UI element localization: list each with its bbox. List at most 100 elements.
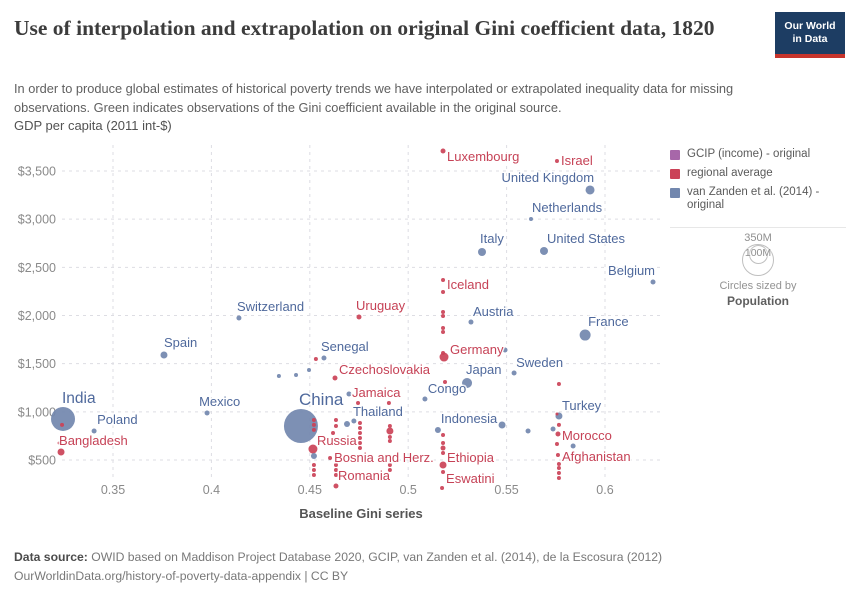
data-point[interactable] — [441, 310, 446, 315]
country-label-luxembourg[interactable]: Luxembourg — [446, 147, 521, 165]
country-label-germany[interactable]: Germany — [449, 341, 506, 359]
data-point[interactable] — [570, 443, 576, 449]
data-point[interactable] — [311, 473, 316, 478]
data-point-thailand[interactable] — [343, 420, 350, 427]
country-label-senegal[interactable]: Senegal — [319, 337, 370, 355]
data-point-japan[interactable] — [462, 378, 473, 389]
country-label-sweden[interactable]: Sweden — [515, 354, 565, 372]
data-point-china[interactable] — [283, 408, 318, 443]
data-point[interactable] — [502, 347, 508, 353]
data-point[interactable] — [311, 418, 316, 423]
data-point-senegal[interactable] — [321, 355, 327, 361]
data-point-mexico[interactable] — [204, 410, 210, 416]
data-point[interactable] — [554, 441, 559, 446]
data-point[interactable] — [386, 400, 391, 405]
country-label-china[interactable]: China — [297, 388, 345, 410]
data-point[interactable] — [441, 326, 446, 331]
data-point-eswatini[interactable] — [440, 486, 445, 491]
data-point-russia[interactable] — [308, 444, 318, 454]
country-label-united-kingdom[interactable]: United Kingdom — [500, 168, 596, 186]
country-label-congo[interactable]: Congo — [426, 380, 467, 398]
data-point[interactable] — [357, 436, 362, 441]
data-point[interactable] — [441, 470, 446, 475]
data-point[interactable] — [440, 445, 446, 451]
data-point-germany[interactable] — [439, 352, 449, 362]
country-label-ethiopia[interactable]: Ethiopia — [446, 448, 497, 466]
country-label-turkey[interactable]: Turkey — [560, 396, 603, 414]
country-label-czechoslovakia[interactable]: Czechoslovakia — [337, 361, 432, 379]
data-point[interactable] — [387, 423, 392, 428]
country-label-afghanistan[interactable]: Afghanistan — [560, 447, 632, 465]
legend-item-gcip-income-original[interactable]: GCIP (income) - original — [670, 148, 846, 162]
country-label-iceland[interactable]: Iceland — [446, 276, 491, 294]
data-point[interactable] — [294, 373, 299, 378]
data-point-belgium[interactable] — [650, 279, 656, 285]
data-point[interactable] — [333, 423, 338, 428]
data-point-congo[interactable] — [422, 396, 428, 402]
data-point[interactable] — [60, 422, 65, 427]
data-point[interactable] — [556, 470, 561, 475]
legend-item-regional-average[interactable]: regional average — [670, 167, 846, 181]
data-point[interactable] — [441, 313, 446, 318]
country-label-france[interactable]: France — [587, 313, 630, 331]
data-point[interactable] — [333, 462, 338, 467]
data-point[interactable] — [443, 379, 448, 384]
data-point[interactable] — [441, 451, 446, 456]
country-label-morocco[interactable]: Morocco — [560, 426, 613, 444]
data-point[interactable] — [387, 439, 392, 444]
country-label-bangladesh[interactable]: Bangladesh — [58, 431, 130, 449]
footer-url-line[interactable]: OurWorldinData.org/history-of-poverty-da… — [14, 568, 349, 583]
country-label-eswatini[interactable]: Eswatini — [445, 470, 497, 488]
data-point[interactable] — [57, 441, 61, 445]
data-point-morocco[interactable] — [555, 431, 561, 437]
data-point[interactable] — [311, 468, 316, 473]
data-point-jamaica[interactable] — [356, 400, 361, 405]
data-point-indonesia[interactable] — [434, 427, 441, 434]
data-point[interactable] — [357, 431, 362, 436]
data-point-france[interactable] — [579, 329, 591, 341]
country-label-mexico[interactable]: Mexico — [198, 392, 242, 410]
data-point[interactable] — [311, 462, 316, 467]
data-point[interactable] — [441, 441, 446, 446]
data-point[interactable] — [333, 468, 338, 473]
country-label-india[interactable]: India — [61, 388, 98, 408]
data-point-united-kingdom[interactable] — [585, 185, 595, 195]
data-point[interactable] — [387, 468, 392, 473]
data-point[interactable] — [331, 431, 336, 436]
data-point-austria[interactable] — [468, 319, 474, 325]
data-point[interactable] — [357, 441, 362, 446]
data-point-czechoslovakia[interactable] — [332, 375, 338, 381]
data-point[interactable] — [333, 473, 338, 478]
data-point-sweden[interactable] — [511, 370, 517, 376]
data-point[interactable] — [357, 426, 362, 431]
country-label-bosnia-and-herz-[interactable]: Bosnia and Herz. — [333, 448, 436, 466]
data-point-italy[interactable] — [478, 248, 486, 257]
data-point[interactable] — [386, 427, 394, 435]
data-point-poland[interactable] — [91, 428, 97, 434]
data-point-united-states[interactable] — [539, 246, 548, 255]
data-point[interactable] — [441, 329, 446, 334]
data-point[interactable] — [441, 289, 446, 294]
data-point-spain[interactable] — [160, 351, 168, 359]
data-point[interactable] — [346, 391, 352, 397]
data-point[interactable] — [357, 420, 362, 425]
data-point[interactable] — [550, 426, 556, 432]
data-point[interactable] — [555, 412, 559, 416]
country-label-switzerland[interactable]: Switzerland — [235, 297, 305, 315]
data-point-iceland[interactable] — [441, 278, 446, 283]
data-point-bosnia-and-herz-[interactable] — [328, 455, 333, 460]
data-point[interactable] — [333, 418, 338, 423]
data-point[interactable] — [556, 381, 561, 386]
data-point[interactable] — [556, 422, 561, 427]
data-point[interactable] — [525, 428, 531, 434]
data-point[interactable] — [311, 427, 316, 432]
country-label-spain[interactable]: Spain — [162, 333, 198, 351]
data-point[interactable] — [351, 418, 357, 424]
country-label-romania[interactable]: Romania — [336, 466, 392, 484]
data-point-uruguay[interactable] — [356, 314, 362, 320]
country-label-united-states[interactable]: United States — [545, 229, 627, 247]
data-point[interactable] — [307, 368, 312, 373]
country-label-israel[interactable]: Israel — [559, 151, 594, 169]
data-point[interactable] — [310, 453, 317, 460]
data-point[interactable] — [498, 421, 506, 429]
